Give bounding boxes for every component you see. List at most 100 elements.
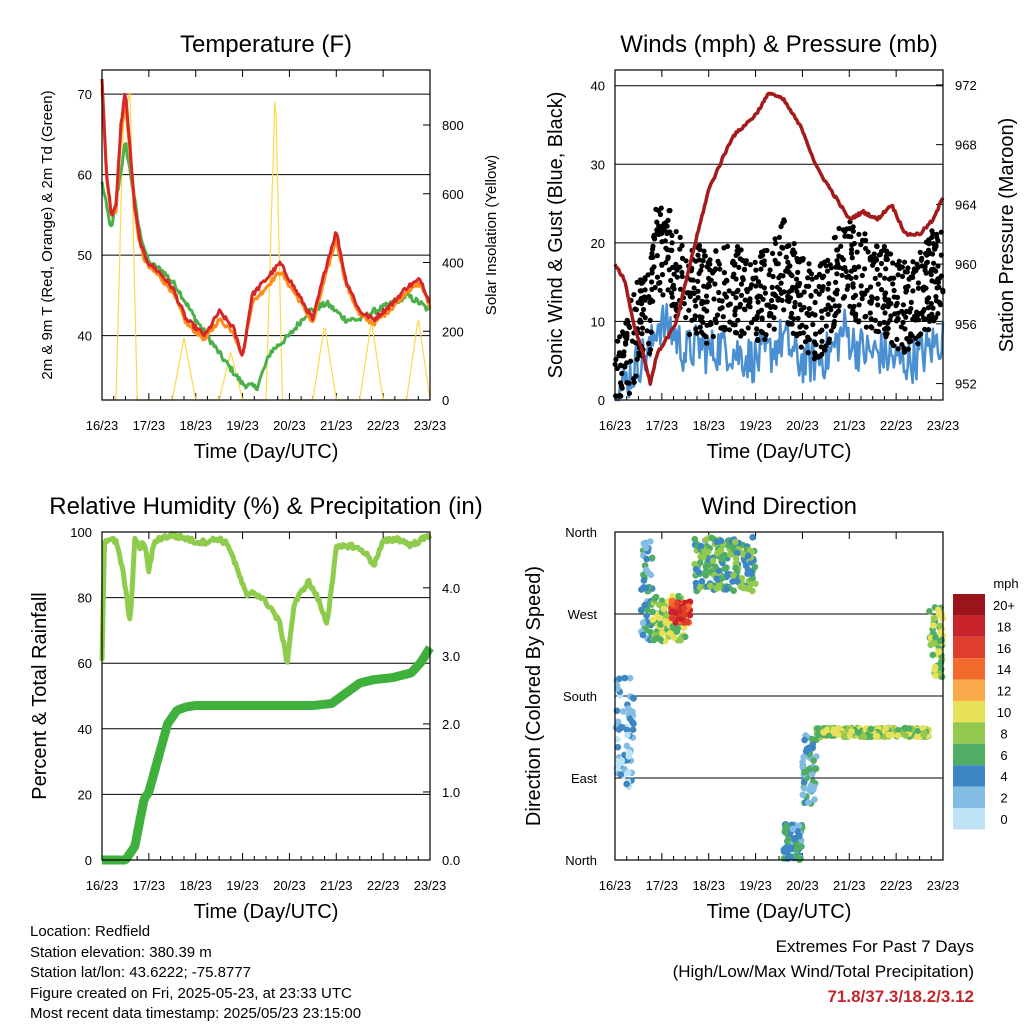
- direction-point: [798, 843, 805, 850]
- gust-point: [654, 253, 660, 259]
- gust-point: [836, 303, 842, 309]
- gust-point: [720, 314, 726, 320]
- gust-point: [915, 341, 921, 347]
- direction-point: [702, 568, 710, 575]
- gust-point: [638, 280, 645, 286]
- y2-tick-label: 400: [442, 256, 464, 271]
- gust-point: [919, 311, 925, 317]
- x-tick-label: 22/23: [367, 418, 400, 433]
- x-axis-label: Time (Day/UTC): [194, 901, 339, 923]
- x-tick-label: 23/23: [927, 418, 960, 433]
- gust-point: [617, 334, 623, 340]
- sonic-wind-line: [615, 302, 945, 402]
- gust-point: [758, 328, 764, 334]
- x-axis-label: Time (Day/UTC): [707, 441, 852, 463]
- x-tick-label: 17/23: [646, 878, 679, 893]
- gust-point: [659, 272, 666, 278]
- colorbar-swatch: [953, 636, 985, 659]
- y-tick-label: 40: [78, 722, 92, 737]
- gust-point: [766, 272, 772, 278]
- gust-points: [612, 205, 946, 399]
- direction-point: [848, 728, 855, 735]
- direction-point: [930, 622, 937, 629]
- direction-point: [701, 548, 708, 556]
- direction-point: [799, 791, 807, 799]
- gust-point: [681, 301, 687, 307]
- gust-point: [834, 271, 840, 277]
- y2-tick-label: 952: [955, 377, 977, 392]
- x-tick-label: 17/23: [646, 418, 679, 433]
- direction-point: [656, 601, 663, 609]
- gust-point: [819, 338, 825, 344]
- gust-point: [628, 358, 634, 364]
- gust-point: [905, 265, 911, 271]
- gust-point: [877, 272, 883, 278]
- gust-point: [785, 293, 791, 299]
- gust-point: [786, 243, 792, 249]
- gust-point: [753, 267, 759, 273]
- gust-point: [875, 302, 881, 308]
- gust-point: [691, 285, 697, 291]
- plot-frame: [101, 69, 431, 401]
- gust-point: [921, 316, 927, 322]
- panel-title: Relative Humidity (%) & Precipitation (i…: [49, 493, 482, 520]
- gust-point: [901, 349, 908, 355]
- gust-point: [716, 289, 722, 296]
- gust-point: [781, 218, 788, 224]
- gust-point: [795, 269, 801, 275]
- y2-tick-label: 800: [442, 118, 464, 133]
- y-tick-label: North: [565, 853, 597, 868]
- gust-point: [679, 273, 685, 280]
- gust-point: [695, 278, 701, 284]
- gust-point: [673, 261, 679, 267]
- gust-point: [735, 317, 741, 323]
- direction-point: [629, 726, 637, 733]
- x-tick-label: 18/23: [179, 418, 212, 433]
- direction-point: [624, 769, 632, 776]
- gust-point: [733, 276, 739, 282]
- gust-point: [640, 306, 647, 313]
- direction-point: [803, 745, 811, 753]
- gust-point: [717, 306, 723, 312]
- y-tick-label: 70: [78, 87, 92, 102]
- gust-point: [925, 327, 932, 333]
- gust-point: [792, 304, 798, 310]
- gust-point: [915, 280, 922, 286]
- gust-point: [781, 307, 787, 313]
- gust-point: [891, 287, 897, 294]
- gust-point: [840, 257, 847, 263]
- gust-point: [856, 318, 862, 324]
- gust-point: [900, 319, 906, 325]
- y2-tick-label: 956: [955, 317, 977, 332]
- gust-point: [792, 299, 798, 306]
- gust-point: [812, 331, 819, 337]
- x-tick-label: 22/23: [880, 418, 913, 433]
- station-info: Location: Redfield Station elevation: 38…: [30, 922, 361, 1025]
- gust-point: [801, 289, 807, 295]
- gust-point: [653, 206, 659, 212]
- direction-point: [730, 572, 737, 579]
- gust-point: [867, 310, 873, 316]
- gust-point: [648, 329, 654, 335]
- gust-point: [646, 340, 652, 347]
- gust-point: [809, 276, 815, 282]
- direction-point: [929, 651, 937, 659]
- direction-point: [793, 845, 800, 852]
- gust-point: [667, 229, 673, 235]
- y2-tick-label: 200: [442, 324, 464, 339]
- gust-point: [779, 297, 785, 303]
- x-tick-label: 23/23: [414, 418, 447, 433]
- gust-point: [868, 316, 874, 322]
- y-tick-label: 20: [591, 236, 605, 251]
- direction-point: [895, 727, 902, 734]
- direction-point: [649, 608, 656, 616]
- gust-point: [736, 264, 742, 270]
- direction-point: [814, 731, 821, 739]
- gust-point: [867, 257, 873, 263]
- gust-point: [868, 284, 874, 290]
- gust-point: [904, 269, 910, 275]
- relative-humidity-line: [99, 531, 433, 665]
- gust-point: [696, 257, 703, 263]
- direction-point: [722, 586, 730, 593]
- plot-frame: [614, 69, 944, 401]
